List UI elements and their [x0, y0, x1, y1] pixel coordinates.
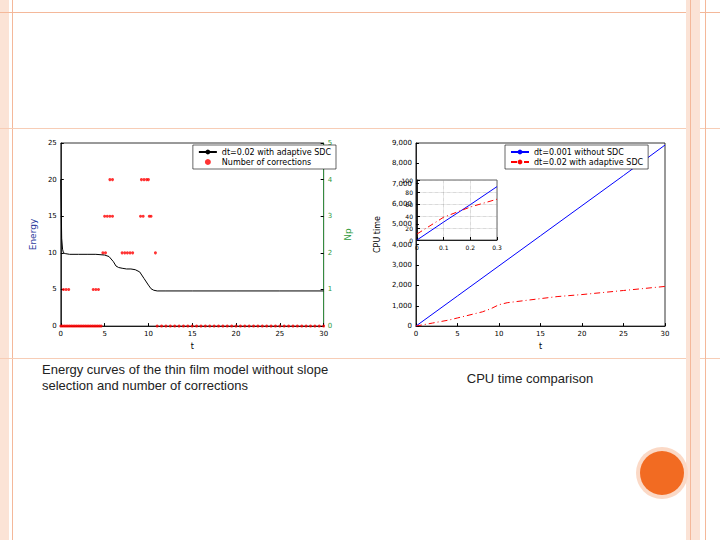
svg-text:dt=0.02 with adaptive SDC: dt=0.02 with adaptive SDC	[534, 158, 644, 167]
svg-text:30: 30	[319, 330, 328, 338]
svg-text:5: 5	[52, 285, 56, 293]
svg-text:20: 20	[578, 330, 587, 338]
svg-text:5: 5	[102, 330, 106, 338]
svg-text:5: 5	[455, 330, 459, 338]
svg-text:0: 0	[328, 322, 332, 330]
svg-text:100: 100	[402, 177, 414, 184]
svg-text:30: 30	[661, 330, 670, 338]
svg-text:2: 2	[328, 249, 332, 257]
svg-text:10: 10	[48, 249, 57, 257]
svg-text:0: 0	[409, 237, 413, 244]
svg-text:dt=0.02 with adaptive SDC: dt=0.02 with adaptive SDC	[222, 148, 332, 157]
svg-text:0: 0	[415, 244, 419, 251]
svg-text:t: t	[191, 342, 194, 351]
svg-text:25: 25	[275, 330, 284, 338]
html-text:CPU time comparison: CPU time comparison	[466, 371, 594, 386]
svg-text:1: 1	[328, 285, 332, 293]
svg-text:20: 20	[405, 225, 413, 232]
svg-text:3: 3	[328, 212, 332, 220]
svg-text:10: 10	[494, 330, 503, 338]
svg-text:15: 15	[536, 330, 545, 338]
svg-text:2,000: 2,000	[392, 281, 412, 289]
svg-text:0: 0	[414, 330, 418, 338]
svg-text:80: 80	[405, 189, 413, 196]
svg-text:6,000: 6,000	[391, 200, 412, 208]
svg-text:15: 15	[48, 212, 57, 220]
svg-text:0: 0	[52, 322, 56, 330]
svg-text:8,000: 8,000	[392, 159, 412, 167]
svg-text:7,000: 7,000	[391, 179, 412, 188]
svg-text:25: 25	[619, 330, 628, 338]
svg-text:Energy: Energy	[28, 218, 38, 250]
svg-text:20: 20	[232, 330, 241, 338]
html-text:Energy curves of the thin film: Energy curves of the thin film model wit…	[42, 362, 329, 393]
svg-text:25: 25	[48, 139, 57, 147]
svg-text:0.3: 0.3	[492, 244, 502, 251]
svg-text:40: 40	[405, 213, 413, 220]
svg-text:10: 10	[144, 330, 153, 338]
svg-text:0: 0	[407, 322, 411, 330]
svg-text:20: 20	[48, 176, 57, 184]
svg-text:5,000: 5,000	[391, 220, 412, 229]
svg-text:0.2: 0.2	[466, 244, 476, 251]
svg-text:t: t	[539, 342, 542, 351]
svg-text:dt=0.001 without SDC: dt=0.001 without SDC	[534, 148, 624, 157]
svg-text:0.1: 0.1	[439, 244, 449, 251]
svg-text:5: 5	[327, 139, 333, 147]
svg-text:3,000: 3,000	[392, 261, 412, 269]
svg-text:CPU time: CPU time	[373, 216, 382, 253]
svg-text:Np: Np	[343, 228, 353, 241]
svg-text:9,000: 9,000	[392, 139, 412, 147]
svg-text:0: 0	[59, 330, 63, 338]
svg-text:60: 60	[405, 201, 413, 208]
svg-text:4,000: 4,000	[391, 240, 412, 249]
svg-text:4: 4	[328, 176, 333, 184]
svg-text:15: 15	[188, 330, 197, 338]
svg-text:Number of corrections: Number of corrections	[222, 158, 311, 167]
svg-text:1,000: 1,000	[392, 302, 412, 310]
